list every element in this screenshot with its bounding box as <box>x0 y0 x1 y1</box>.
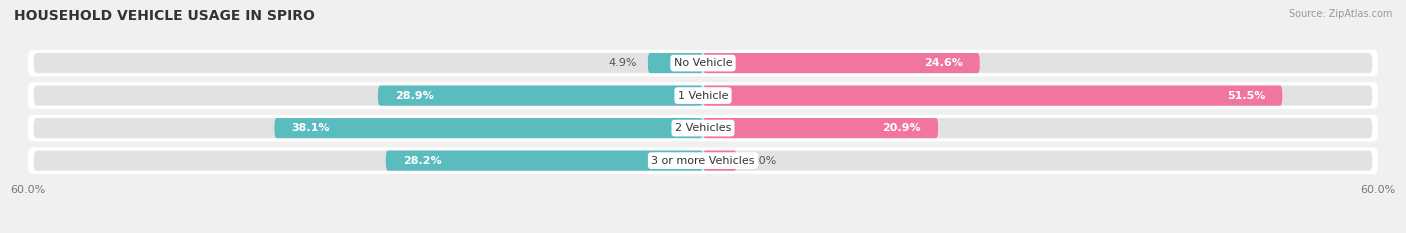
FancyBboxPatch shape <box>28 82 1378 109</box>
FancyBboxPatch shape <box>34 53 1372 73</box>
FancyBboxPatch shape <box>385 151 703 171</box>
Text: 2 Vehicles: 2 Vehicles <box>675 123 731 133</box>
FancyBboxPatch shape <box>703 53 980 73</box>
Text: No Vehicle: No Vehicle <box>673 58 733 68</box>
FancyBboxPatch shape <box>34 118 1372 138</box>
Text: HOUSEHOLD VEHICLE USAGE IN SPIRO: HOUSEHOLD VEHICLE USAGE IN SPIRO <box>14 9 315 23</box>
FancyBboxPatch shape <box>34 86 1372 106</box>
Text: 3.0%: 3.0% <box>748 156 776 166</box>
Text: 20.9%: 20.9% <box>883 123 921 133</box>
FancyBboxPatch shape <box>378 86 703 106</box>
FancyBboxPatch shape <box>703 151 737 171</box>
Text: 38.1%: 38.1% <box>291 123 330 133</box>
Text: 4.9%: 4.9% <box>609 58 637 68</box>
FancyBboxPatch shape <box>648 53 703 73</box>
FancyBboxPatch shape <box>28 115 1378 141</box>
FancyBboxPatch shape <box>34 151 1372 171</box>
Text: 28.9%: 28.9% <box>395 91 433 101</box>
Text: 28.2%: 28.2% <box>402 156 441 166</box>
FancyBboxPatch shape <box>28 147 1378 174</box>
Text: Source: ZipAtlas.com: Source: ZipAtlas.com <box>1288 9 1392 19</box>
Text: 1 Vehicle: 1 Vehicle <box>678 91 728 101</box>
Text: 51.5%: 51.5% <box>1227 91 1265 101</box>
FancyBboxPatch shape <box>703 118 938 138</box>
FancyBboxPatch shape <box>703 86 1282 106</box>
Text: 24.6%: 24.6% <box>924 58 963 68</box>
FancyBboxPatch shape <box>274 118 703 138</box>
Text: 3 or more Vehicles: 3 or more Vehicles <box>651 156 755 166</box>
FancyBboxPatch shape <box>28 50 1378 76</box>
